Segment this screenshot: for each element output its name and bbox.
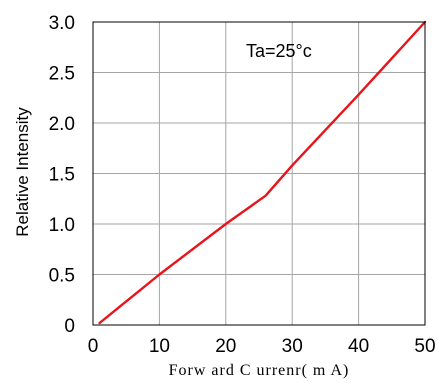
y-tick-label: 0.5 [49,266,75,287]
x-tick-label: 0 [88,336,99,357]
x-tick-label: 30 [282,336,303,357]
tick-labels: 0 10 20 30 40 50 0 0.5 1.0 1.5 2.0 2.5 3.0 [49,13,436,357]
grid [93,22,425,325]
x-tick-label: 40 [348,336,369,357]
x-axis-title: Forw ard C urrenr( m A) [169,362,350,379]
y-tick-label: 3.0 [49,13,75,34]
y-axis-title: Relative Intensity [13,107,32,237]
x-tick-label: 50 [414,336,435,357]
plot-frame [92,21,426,326]
x-tick-label: 20 [215,336,236,357]
y-tick-label: 1.5 [49,165,75,186]
y-tick-label: 1.0 [49,215,75,236]
x-tick-label: 10 [149,336,170,357]
y-tick-label: 2.5 [49,64,75,85]
y-tick-label: 2.0 [49,114,75,135]
series-line [98,20,427,325]
y-tick-label: 0 [64,316,75,337]
annotation-label: Ta=25°c [246,41,312,61]
series [98,20,427,325]
